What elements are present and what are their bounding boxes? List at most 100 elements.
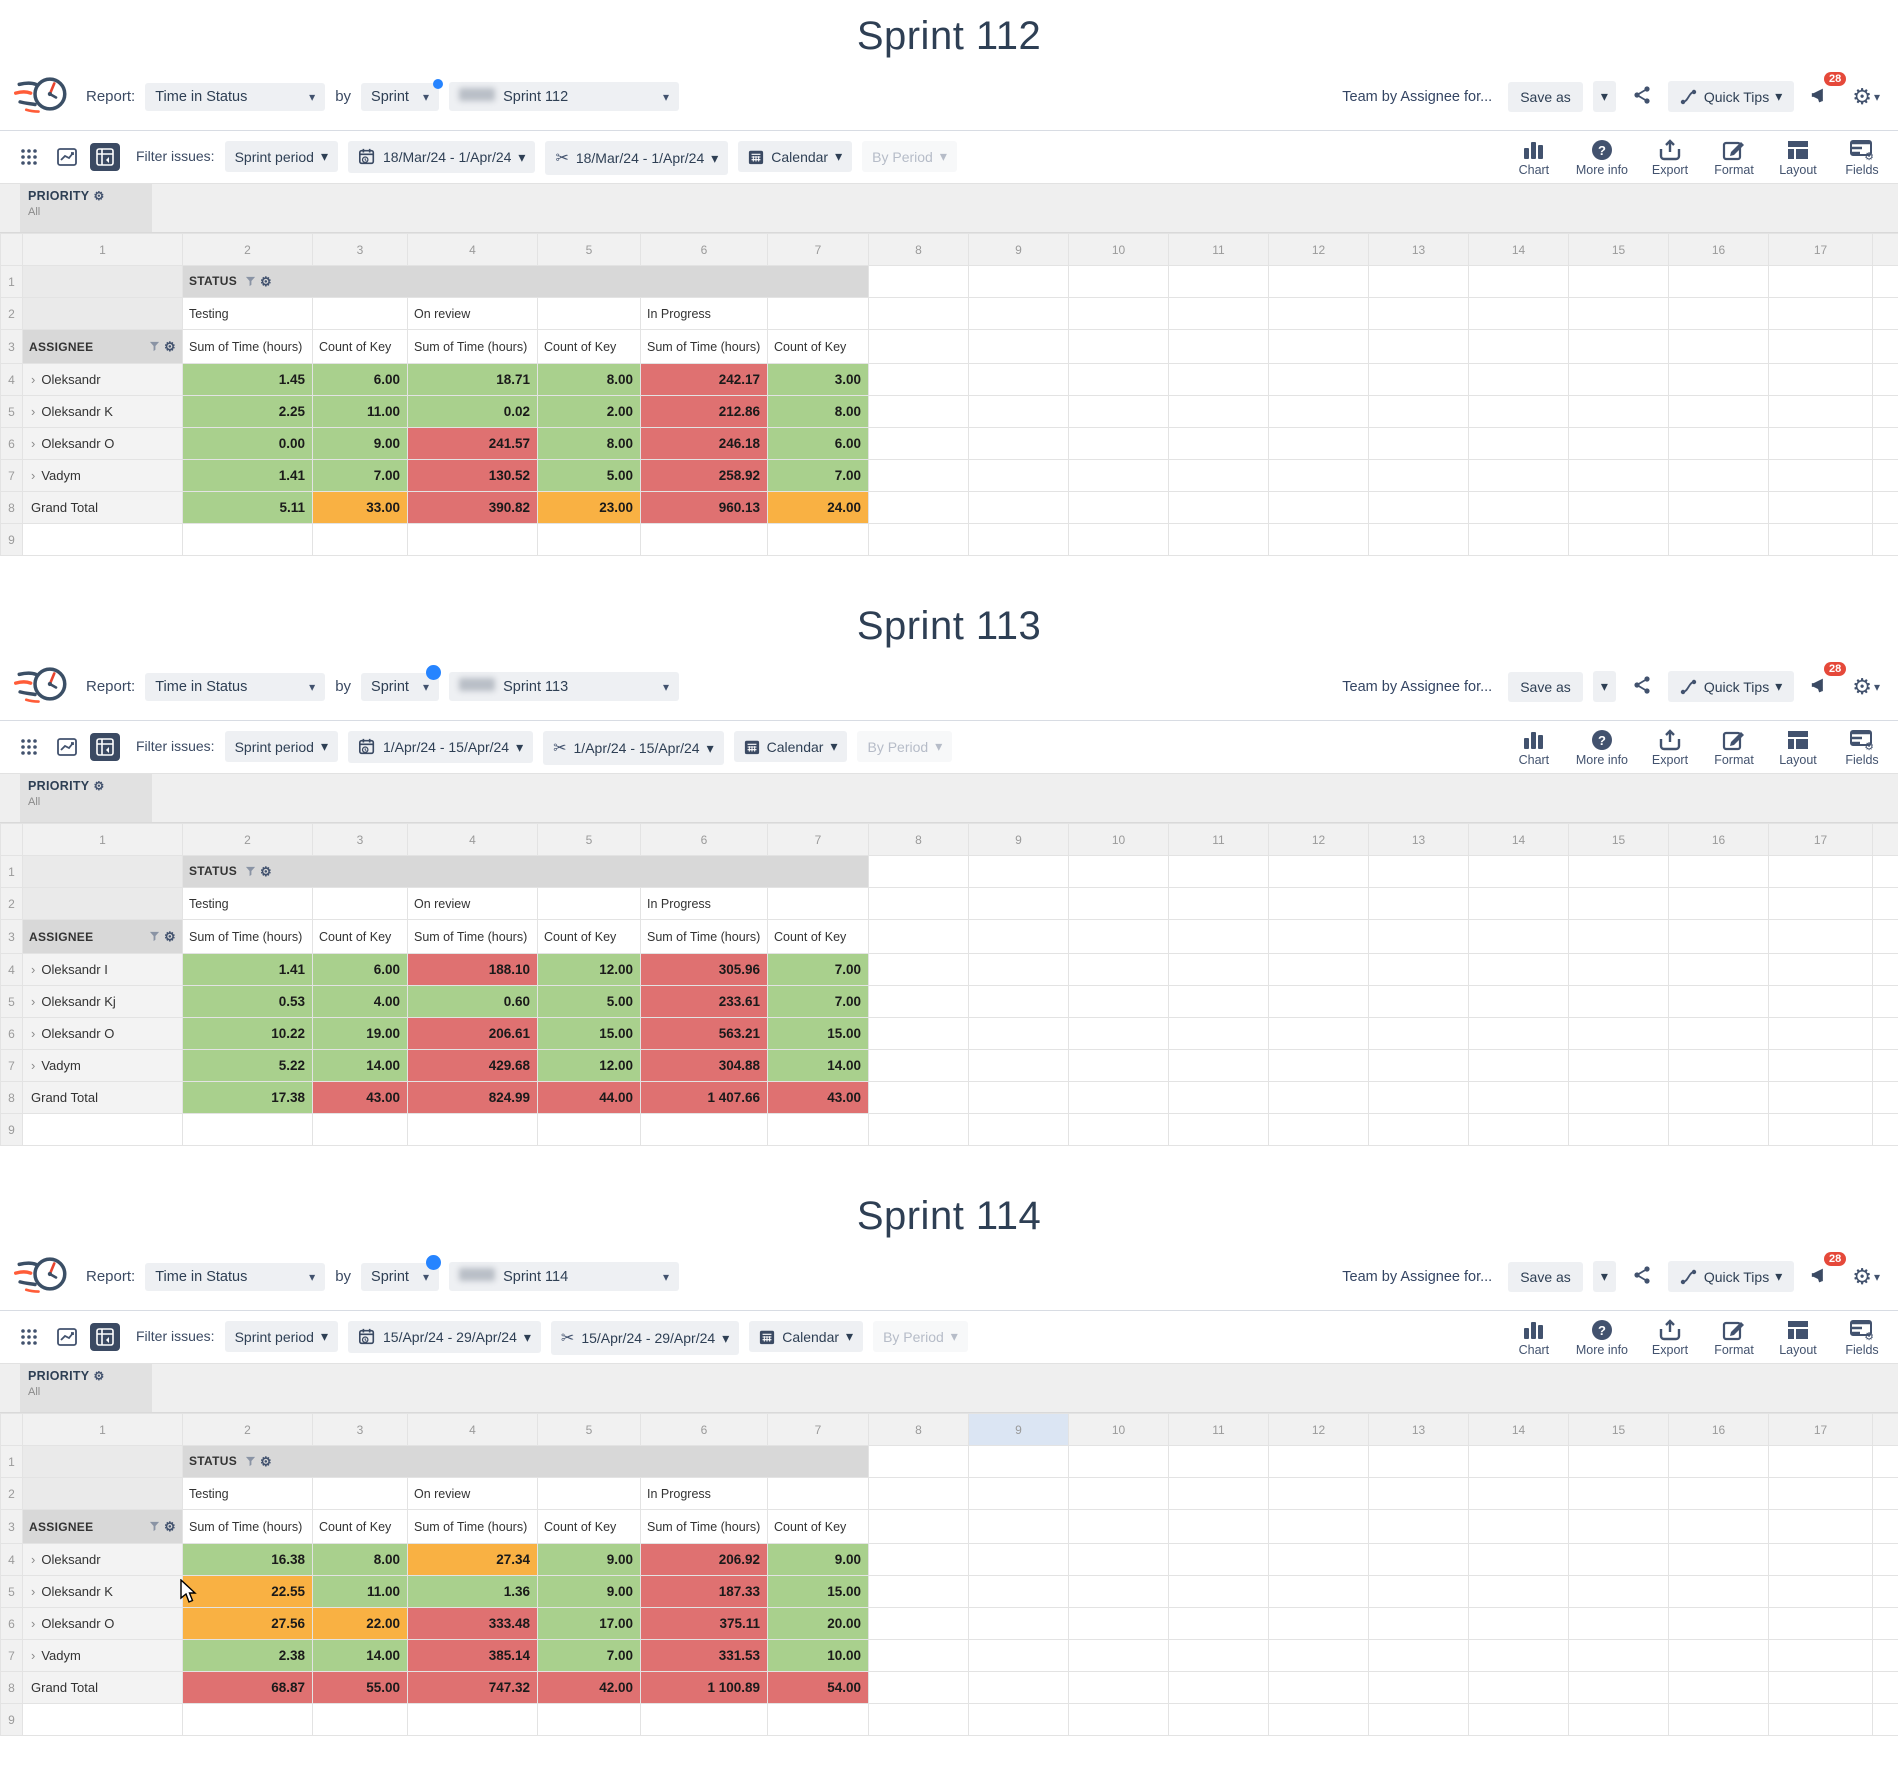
value-cell[interactable]: 68.87 bbox=[183, 1672, 313, 1704]
empty-cell[interactable] bbox=[1873, 298, 1898, 330]
column-header[interactable]: 11 bbox=[1169, 1414, 1269, 1446]
value-cell[interactable]: 24.00 bbox=[768, 492, 869, 524]
settings-button[interactable]: ⚙ ▾ bbox=[1848, 1262, 1884, 1292]
row-header[interactable]: 5 bbox=[1, 396, 23, 428]
value-cell[interactable]: 18.71 bbox=[408, 364, 538, 396]
column-header[interactable]: 13 bbox=[1369, 824, 1469, 856]
empty-cell[interactable] bbox=[1269, 492, 1369, 524]
empty-cell[interactable] bbox=[1169, 1672, 1269, 1704]
empty-cell[interactable] bbox=[1169, 1446, 1269, 1478]
view-table-button[interactable] bbox=[90, 733, 120, 761]
measure-header[interactable]: Count of Key bbox=[768, 920, 869, 954]
value-cell[interactable]: 14.00 bbox=[768, 1050, 869, 1082]
report-type-select[interactable]: Time in Status ▾ bbox=[145, 1263, 325, 1291]
empty-cell[interactable] bbox=[1069, 396, 1169, 428]
value-cell[interactable]: 1.45 bbox=[183, 364, 313, 396]
value-cell[interactable]: 15.00 bbox=[538, 1018, 641, 1050]
assignee-row-header[interactable]: ›Oleksandr K bbox=[23, 1576, 183, 1608]
empty-cell[interactable] bbox=[1569, 954, 1669, 986]
measure-header[interactable]: Count of Key bbox=[768, 330, 869, 364]
value-cell[interactable]: 258.92 bbox=[641, 460, 768, 492]
status-group-header[interactable]: In Progress bbox=[641, 1478, 768, 1510]
empty-cell[interactable] bbox=[183, 1704, 313, 1736]
empty-cell[interactable] bbox=[1669, 396, 1769, 428]
value-cell[interactable]: 3.00 bbox=[768, 364, 869, 396]
row-header[interactable]: 9 bbox=[1, 1114, 23, 1146]
empty-cell[interactable] bbox=[1669, 1510, 1769, 1544]
value-cell[interactable]: 390.82 bbox=[408, 492, 538, 524]
empty-cell[interactable] bbox=[1569, 1050, 1669, 1082]
empty-cell[interactable] bbox=[1769, 298, 1873, 330]
empty-cell[interactable] bbox=[1369, 1446, 1469, 1478]
empty-cell[interactable] bbox=[1769, 856, 1873, 888]
value-cell[interactable]: 20.00 bbox=[768, 1608, 869, 1640]
empty-cell[interactable] bbox=[1669, 986, 1769, 1018]
view-grid-button[interactable] bbox=[14, 1323, 44, 1351]
empty-cell[interactable] bbox=[869, 1082, 969, 1114]
empty-cell[interactable] bbox=[1269, 1018, 1369, 1050]
empty-cell[interactable] bbox=[1873, 986, 1898, 1018]
value-cell[interactable]: 241.57 bbox=[408, 428, 538, 460]
empty-cell[interactable] bbox=[1569, 856, 1669, 888]
value-cell[interactable]: 8.00 bbox=[768, 396, 869, 428]
empty-cell[interactable] bbox=[1469, 954, 1569, 986]
column-header[interactable]: 17 bbox=[1769, 824, 1873, 856]
value-cell[interactable]: 333.48 bbox=[408, 1608, 538, 1640]
value-cell[interactable]: 12.00 bbox=[538, 954, 641, 986]
empty-cell[interactable] bbox=[408, 524, 538, 556]
empty-cell[interactable] bbox=[1169, 396, 1269, 428]
empty-cell[interactable] bbox=[1069, 920, 1169, 954]
empty-cell[interactable] bbox=[1269, 460, 1369, 492]
empty-cell[interactable] bbox=[1369, 920, 1469, 954]
empty-cell[interactable] bbox=[1873, 364, 1898, 396]
empty-cell[interactable] bbox=[1669, 364, 1769, 396]
empty-cell[interactable] bbox=[1569, 298, 1669, 330]
value-cell[interactable]: 0.02 bbox=[408, 396, 538, 428]
status-group-header[interactable]: In Progress bbox=[641, 888, 768, 920]
empty-cell[interactable] bbox=[1069, 1544, 1169, 1576]
empty-cell[interactable] bbox=[1469, 1114, 1569, 1146]
column-header[interactable]: 9 bbox=[969, 824, 1069, 856]
group-by-select[interactable]: Sprint ▾ bbox=[361, 83, 439, 111]
assignee-row-header[interactable]: ›Oleksandr O bbox=[23, 428, 183, 460]
filter-period-select[interactable]: Sprint period▾ bbox=[225, 731, 338, 762]
assignee-header[interactable]: ASSIGNEE⚙ bbox=[23, 330, 183, 364]
empty-cell[interactable] bbox=[1269, 1478, 1369, 1510]
measure-header[interactable]: Count of Key bbox=[313, 330, 408, 364]
empty-cell[interactable] bbox=[1069, 888, 1169, 920]
empty-cell[interactable] bbox=[1569, 266, 1669, 298]
column-header[interactable]: 16 bbox=[1669, 824, 1769, 856]
value-cell[interactable]: 7.00 bbox=[313, 460, 408, 492]
fields-button[interactable]: ⚙ Fields bbox=[1840, 729, 1884, 767]
empty-cell[interactable] bbox=[1769, 1576, 1873, 1608]
empty-cell[interactable] bbox=[1873, 1544, 1898, 1576]
column-header[interactable]: 14 bbox=[1469, 824, 1569, 856]
assignee-row-header[interactable]: ›Oleksandr I bbox=[23, 954, 183, 986]
empty-cell[interactable] bbox=[1369, 1114, 1469, 1146]
empty-cell[interactable] bbox=[869, 428, 969, 460]
empty-cell[interactable] bbox=[1873, 524, 1898, 556]
value-cell[interactable]: 16.38 bbox=[183, 1544, 313, 1576]
empty-cell[interactable] bbox=[1169, 298, 1269, 330]
saved-report-name[interactable]: Team by Assignee for... bbox=[1342, 89, 1492, 105]
empty-cell[interactable] bbox=[869, 1510, 969, 1544]
empty-cell[interactable] bbox=[538, 1114, 641, 1146]
empty-cell[interactable] bbox=[1873, 856, 1898, 888]
empty-cell[interactable] bbox=[1873, 460, 1898, 492]
column-header[interactable]: 16 bbox=[1669, 1414, 1769, 1446]
empty-cell[interactable] bbox=[1873, 1640, 1898, 1672]
value-cell[interactable]: 17.00 bbox=[538, 1608, 641, 1640]
issue-range-select[interactable]: ✂ 1/Apr/24 - 15/Apr/24▾ bbox=[543, 731, 724, 765]
value-cell[interactable]: 33.00 bbox=[313, 492, 408, 524]
empty-cell[interactable] bbox=[1369, 492, 1469, 524]
view-grid-button[interactable] bbox=[14, 143, 44, 171]
value-cell[interactable]: 55.00 bbox=[313, 1672, 408, 1704]
value-cell[interactable]: 8.00 bbox=[538, 364, 641, 396]
empty-cell[interactable] bbox=[1069, 954, 1169, 986]
empty-cell[interactable] bbox=[1169, 920, 1269, 954]
column-header[interactable]: 8 bbox=[869, 1414, 969, 1446]
empty-cell[interactable] bbox=[969, 1704, 1069, 1736]
empty-cell[interactable] bbox=[1669, 1478, 1769, 1510]
date-range-select[interactable]: 18/Mar/24 - 1/Apr/24▾ bbox=[348, 141, 535, 173]
empty-cell[interactable] bbox=[969, 1478, 1069, 1510]
